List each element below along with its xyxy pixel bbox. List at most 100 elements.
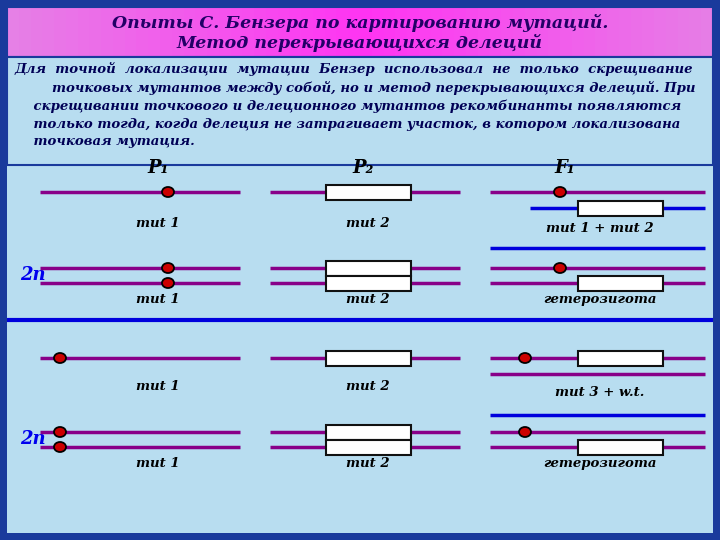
Ellipse shape [519,353,531,363]
Bar [243,7,255,57]
Bar [136,7,149,57]
Bar [313,7,325,57]
Ellipse shape [162,263,174,273]
Bar [419,7,431,57]
Bar [195,7,208,57]
Bar [336,7,349,57]
Text: mut 2: mut 2 [346,457,390,470]
Bar [289,7,302,57]
Bar [584,7,596,57]
Ellipse shape [554,187,566,197]
Bar [325,7,338,57]
Text: mut 2: mut 2 [346,380,390,393]
Bar [172,7,184,57]
Bar [607,7,620,57]
Bar [477,7,490,57]
Bar [19,7,32,57]
Bar [148,7,161,57]
Ellipse shape [54,442,66,452]
Bar [442,7,455,57]
Text: mut 3 + w.t.: mut 3 + w.t. [555,386,644,399]
Text: mut 1: mut 1 [136,217,180,230]
Text: mut 1: mut 1 [136,380,180,393]
Bar [30,7,43,57]
Bar [7,7,19,57]
Bar [325,350,410,366]
Bar [431,7,444,57]
Bar [595,7,608,57]
Bar [184,7,197,57]
Bar [654,7,667,57]
Bar [384,7,396,57]
Bar [678,7,690,57]
Bar [113,7,126,57]
Text: 2n: 2n [20,267,45,285]
Bar [536,7,549,57]
Text: mut 1 + mut 2: mut 1 + mut 2 [546,222,654,235]
Bar [572,7,585,57]
Bar [360,7,373,57]
Bar [254,7,267,57]
Text: P₁: P₁ [148,159,168,177]
Ellipse shape [54,353,66,363]
Bar [454,7,467,57]
Bar [577,200,662,215]
Bar [325,185,410,199]
Bar [619,7,631,57]
Text: mut 1: mut 1 [136,293,180,306]
Text: P₂: P₂ [352,159,374,177]
Text: F₁: F₁ [554,159,575,177]
Bar [125,7,138,57]
Text: mut 2: mut 2 [346,293,390,306]
Bar [548,7,561,57]
Bar [466,7,479,57]
Bar [301,7,314,57]
Text: Для  точной  локализации  мутации  Бензер  использовал  не  только  скрещивание
: Для точной локализации мутации Бензер ис… [15,62,696,148]
Text: Метод перекрывающихся делеций: Метод перекрывающихся делеций [177,34,543,52]
Bar [577,275,662,291]
Bar [577,350,662,366]
Bar [325,275,410,291]
Ellipse shape [519,427,531,437]
Bar [325,424,410,440]
Bar [219,7,232,57]
Ellipse shape [54,427,66,437]
Ellipse shape [162,278,174,288]
Text: mut 2: mut 2 [346,217,390,230]
Bar [372,7,384,57]
Bar [66,7,78,57]
Bar [42,7,55,57]
Bar [160,7,173,57]
Bar [230,7,243,57]
Bar [207,7,220,57]
Bar [525,7,538,57]
Bar [54,7,67,57]
Ellipse shape [554,263,566,273]
Text: mut 1: mut 1 [136,457,180,470]
Bar [631,7,644,57]
Bar [395,7,408,57]
Text: Опыты С. Бензера по картированию мутаций.: Опыты С. Бензера по картированию мутаций… [112,14,608,32]
Bar [666,7,679,57]
Bar [490,7,503,57]
Bar [101,7,114,57]
Bar [501,7,514,57]
Bar [266,7,279,57]
Bar [278,7,290,57]
Bar [701,7,714,57]
Bar [78,7,91,57]
Bar [325,440,410,455]
Bar [325,260,410,275]
Text: гетерозигота: гетерозигота [544,293,657,306]
Bar [348,7,361,57]
Bar [560,7,573,57]
Bar [7,57,713,165]
Text: гетерозигота: гетерозигота [544,457,657,470]
Bar [513,7,526,57]
Ellipse shape [162,187,174,197]
Bar [642,7,655,57]
Bar [7,7,713,57]
Bar [89,7,102,57]
Bar [407,7,420,57]
Bar [577,440,662,455]
